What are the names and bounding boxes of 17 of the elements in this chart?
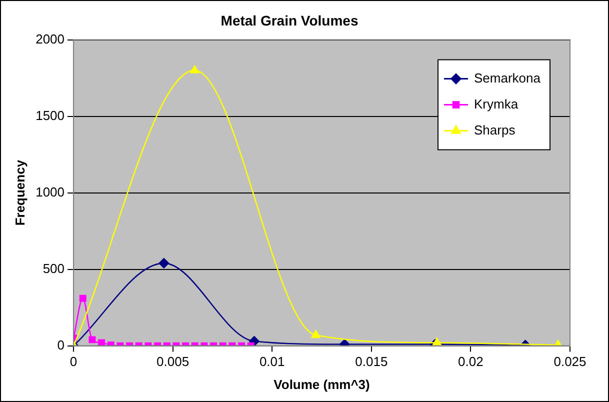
legend-label: Sharps xyxy=(474,122,516,138)
x-tick-label: 0.005 xyxy=(156,354,190,370)
x-tick-label: 0 xyxy=(70,354,78,370)
y-axis-title: Frequency xyxy=(12,159,28,226)
legend-label: Krymka xyxy=(474,96,519,112)
x-axis-title: Volume (mm^3) xyxy=(274,376,370,392)
y-tick-label: 0 xyxy=(57,337,65,352)
y-tick-label: 1500 xyxy=(36,108,65,123)
y-tick-label: 1000 xyxy=(36,184,65,200)
x-tick-label: 0.02 xyxy=(458,354,484,370)
y-tick-label: 500 xyxy=(42,260,65,276)
x-tick-label: 0.01 xyxy=(259,354,285,370)
x-tick-label: 0.025 xyxy=(554,354,586,370)
y-tick-label: 2000 xyxy=(36,31,65,46)
chart-title: Metal Grain Volumes xyxy=(220,12,358,28)
legend-label: Semarkona xyxy=(474,70,542,86)
x-tick-label: 0.015 xyxy=(355,354,388,370)
